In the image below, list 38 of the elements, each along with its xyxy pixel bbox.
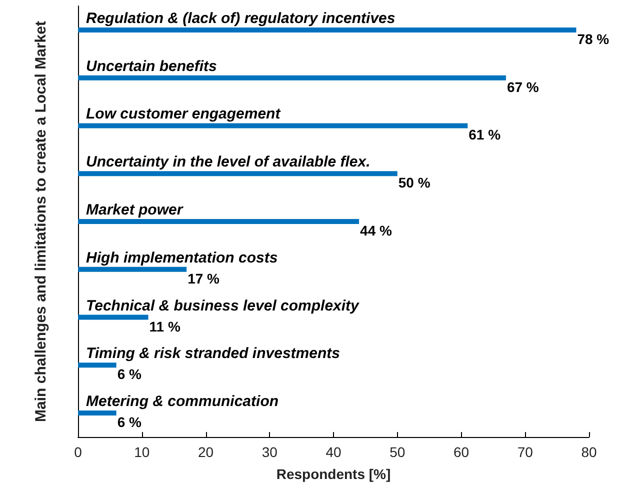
data-label: 61 % — [468, 126, 502, 143]
x-tick-label: 50 — [390, 444, 406, 460]
data-label: 50 % — [398, 174, 431, 191]
data-label: 78 % — [577, 30, 610, 47]
x-tick-label: 10 — [134, 444, 150, 460]
y-tick-label: Technical & business level complexity — [86, 297, 360, 314]
x-tick-label: 70 — [517, 444, 534, 460]
bar — [78, 362, 116, 368]
y-tick-label: Low customer engagement — [86, 106, 282, 123]
bar — [78, 123, 468, 128]
data-label: 44 % — [360, 222, 393, 238]
y-tick-label: Market power — [86, 202, 184, 218]
y-tick-label: Uncertain benefits — [86, 58, 217, 75]
bar — [78, 314, 148, 320]
y-axis-title: Main challenges and limitations to create a Local Market — [32, 21, 50, 422]
data-label: 11 % — [149, 318, 181, 334]
bar — [78, 27, 576, 32]
x-tick-label: 30 — [262, 444, 278, 460]
x-tick-label: 60 — [453, 444, 470, 460]
bar — [78, 266, 187, 272]
data-label: 67 % — [506, 78, 540, 95]
x-tick-label: 0 — [74, 444, 82, 460]
x-tick-label: 80 — [581, 444, 597, 460]
data-label: 6 % — [117, 366, 142, 382]
data-label: 17 % — [188, 270, 220, 286]
bar — [78, 75, 506, 80]
y-tick-label: Timing & risk stranded investments — [86, 345, 340, 362]
x-tick-label: 20 — [198, 444, 214, 460]
bar — [78, 219, 360, 224]
y-tick-label: Uncertainty in the level of available flex. — [86, 154, 370, 171]
y-tick-label: High implementation costs — [86, 249, 278, 266]
data-label: 6 % — [117, 414, 142, 430]
y-tick-label: Metering & communication — [86, 393, 279, 410]
x-axis-title: Respondents [%] — [276, 466, 391, 482]
bar — [78, 410, 116, 416]
x-tick-label: 40 — [326, 444, 342, 460]
y-tick-label: Regulation & (lack of) regulatory incentives — [86, 10, 396, 27]
bar — [78, 171, 398, 176]
